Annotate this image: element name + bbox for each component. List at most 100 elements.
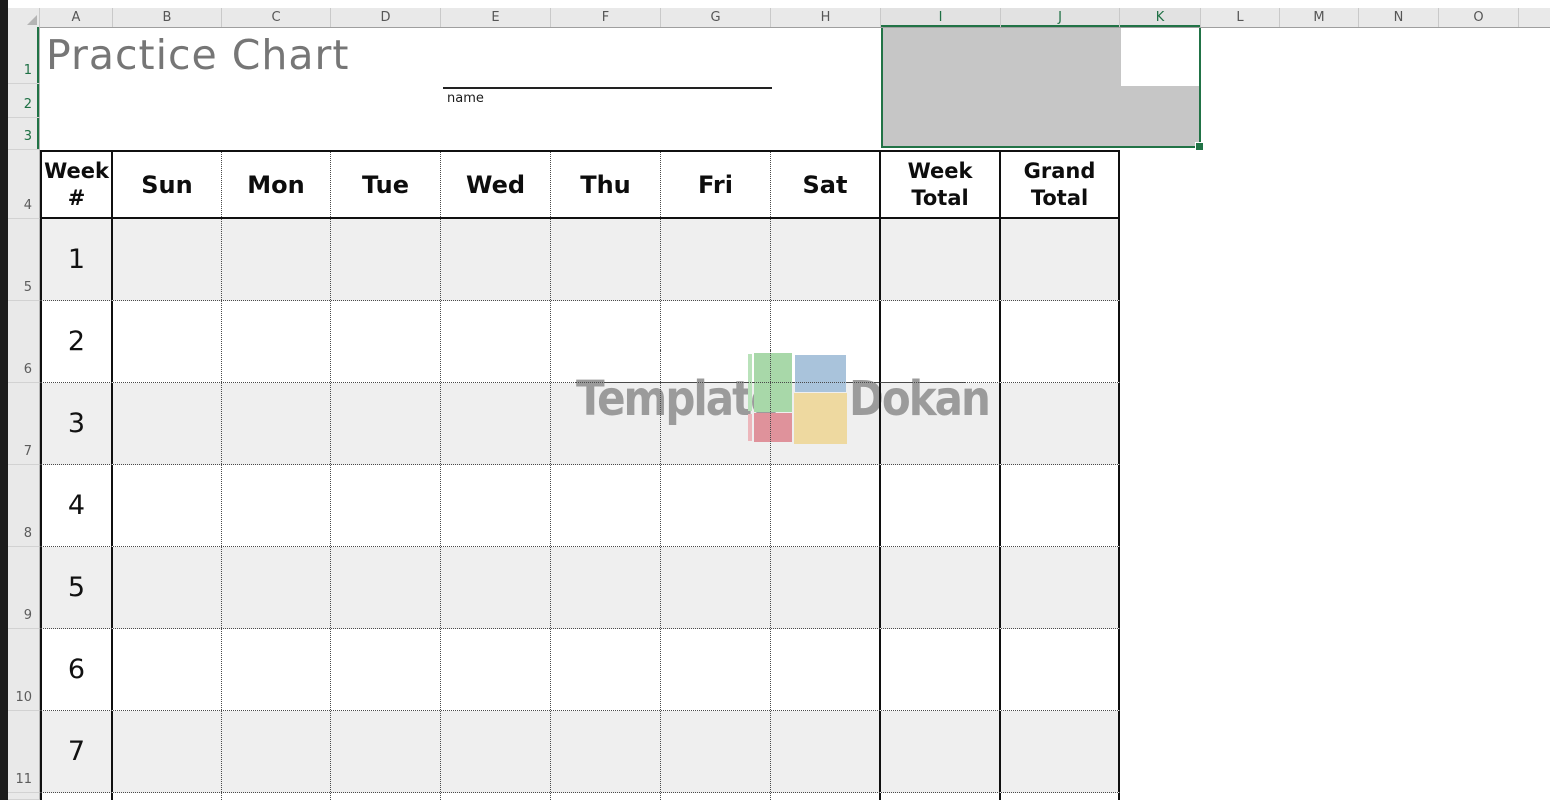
day-cell[interactable]: [331, 793, 441, 800]
day-cell[interactable]: [113, 629, 222, 710]
day-cell[interactable]: [771, 711, 881, 792]
day-cell[interactable]: [661, 711, 771, 792]
row-header-2[interactable]: 2: [8, 84, 40, 118]
header-grand-total[interactable]: Grand Total: [1001, 152, 1120, 217]
page-title[interactable]: Practice Chart: [46, 31, 350, 79]
day-cell[interactable]: [441, 793, 551, 800]
fill-handle[interactable]: [1195, 142, 1204, 151]
day-cell[interactable]: [551, 547, 661, 628]
day-cell[interactable]: [771, 301, 881, 382]
row-header-7[interactable]: 7: [8, 383, 40, 465]
day-cell[interactable]: [661, 629, 771, 710]
column-header-m[interactable]: M: [1280, 8, 1359, 27]
column-header-e[interactable]: E: [441, 8, 551, 27]
grand-total-cell[interactable]: [1001, 711, 1120, 792]
day-cell[interactable]: [113, 383, 222, 464]
week-total-cell[interactable]: [881, 547, 1001, 628]
day-cell[interactable]: [771, 465, 881, 546]
day-cell[interactable]: [771, 629, 881, 710]
day-cell[interactable]: [771, 793, 881, 800]
day-cell[interactable]: [661, 465, 771, 546]
day-cell[interactable]: [331, 301, 441, 382]
day-cell[interactable]: [113, 547, 222, 628]
day-cell[interactable]: [331, 219, 441, 300]
day-cell[interactable]: [441, 219, 551, 300]
column-header-b[interactable]: B: [113, 8, 222, 27]
grand-total-cell[interactable]: [1001, 465, 1120, 546]
column-header-o[interactable]: O: [1439, 8, 1519, 27]
header-thu[interactable]: Thu: [551, 152, 661, 217]
column-header-i[interactable]: I: [881, 8, 1001, 27]
week-number-cell[interactable]: 4: [40, 465, 113, 546]
week-number-cell[interactable]: 6: [40, 629, 113, 710]
day-cell[interactable]: [771, 547, 881, 628]
day-cell[interactable]: [771, 219, 881, 300]
header-wed[interactable]: Wed: [441, 152, 551, 217]
day-cell[interactable]: [551, 219, 661, 300]
column-header-partial[interactable]: [1519, 8, 1550, 27]
week-total-cell[interactable]: [881, 219, 1001, 300]
day-cell[interactable]: [551, 629, 661, 710]
day-cell[interactable]: [441, 383, 551, 464]
week-total-cell[interactable]: [881, 383, 1001, 464]
day-cell[interactable]: [661, 301, 771, 382]
header-sun[interactable]: Sun: [113, 152, 222, 217]
day-cell[interactable]: [441, 547, 551, 628]
day-cell[interactable]: [441, 465, 551, 546]
grand-total-cell[interactable]: [1001, 219, 1120, 300]
row-header-4[interactable]: 4: [8, 150, 40, 219]
column-header-h[interactable]: H: [771, 8, 881, 27]
week-total-cell[interactable]: [881, 629, 1001, 710]
column-header-j[interactable]: J: [1001, 8, 1120, 27]
row-header-6[interactable]: 6: [8, 301, 40, 383]
day-cell[interactable]: [222, 629, 331, 710]
day-cell[interactable]: [441, 629, 551, 710]
select-all-corner[interactable]: [8, 8, 40, 27]
day-cell[interactable]: [331, 547, 441, 628]
grand-total-cell[interactable]: [1001, 793, 1120, 800]
day-cell[interactable]: [222, 547, 331, 628]
day-cell[interactable]: [222, 383, 331, 464]
day-cell[interactable]: [661, 793, 771, 800]
week-number-cell[interactable]: 3: [40, 383, 113, 464]
header-mon[interactable]: Mon: [222, 152, 331, 217]
row-header-8[interactable]: 8: [8, 465, 40, 547]
column-header-a[interactable]: A: [40, 8, 113, 27]
gray-filled-cells-k[interactable]: [1121, 86, 1199, 146]
header-sat[interactable]: Sat: [771, 152, 881, 217]
row-header-5[interactable]: 5: [8, 219, 40, 301]
week-total-cell[interactable]: [881, 465, 1001, 546]
day-cell[interactable]: [441, 711, 551, 792]
day-cell[interactable]: [113, 465, 222, 546]
gray-filled-cells[interactable]: [883, 28, 1121, 146]
day-cell[interactable]: [113, 219, 222, 300]
column-header-l[interactable]: L: [1201, 8, 1280, 27]
row-header-9[interactable]: 9: [8, 547, 40, 629]
day-cell[interactable]: [551, 301, 661, 382]
day-cell[interactable]: [222, 711, 331, 792]
header-week-number[interactable]: Week #: [40, 152, 113, 217]
day-cell[interactable]: [222, 793, 331, 800]
name-label[interactable]: name: [447, 91, 484, 106]
grand-total-cell[interactable]: [1001, 383, 1120, 464]
week-number-cell[interactable]: 2: [40, 301, 113, 382]
header-tue[interactable]: Tue: [331, 152, 441, 217]
day-cell[interactable]: [551, 793, 661, 800]
week-total-cell[interactable]: [881, 793, 1001, 800]
row-header-12-partial[interactable]: [8, 793, 40, 800]
day-cell[interactable]: [661, 547, 771, 628]
day-cell[interactable]: [222, 301, 331, 382]
column-header-c[interactable]: C: [222, 8, 331, 27]
day-cell[interactable]: [222, 219, 331, 300]
row-header-1[interactable]: 1: [8, 27, 40, 84]
header-week-total[interactable]: Week Total: [881, 152, 1001, 217]
day-cell[interactable]: [331, 383, 441, 464]
day-cell[interactable]: [331, 465, 441, 546]
row-header-10[interactable]: 10: [8, 629, 40, 711]
week-number-cell[interactable]: 1: [40, 219, 113, 300]
row-header-11[interactable]: 11: [8, 711, 40, 793]
week-number-cell[interactable]: 7: [40, 711, 113, 792]
day-cell[interactable]: [222, 465, 331, 546]
week-total-cell[interactable]: [881, 301, 1001, 382]
day-cell[interactable]: [441, 301, 551, 382]
